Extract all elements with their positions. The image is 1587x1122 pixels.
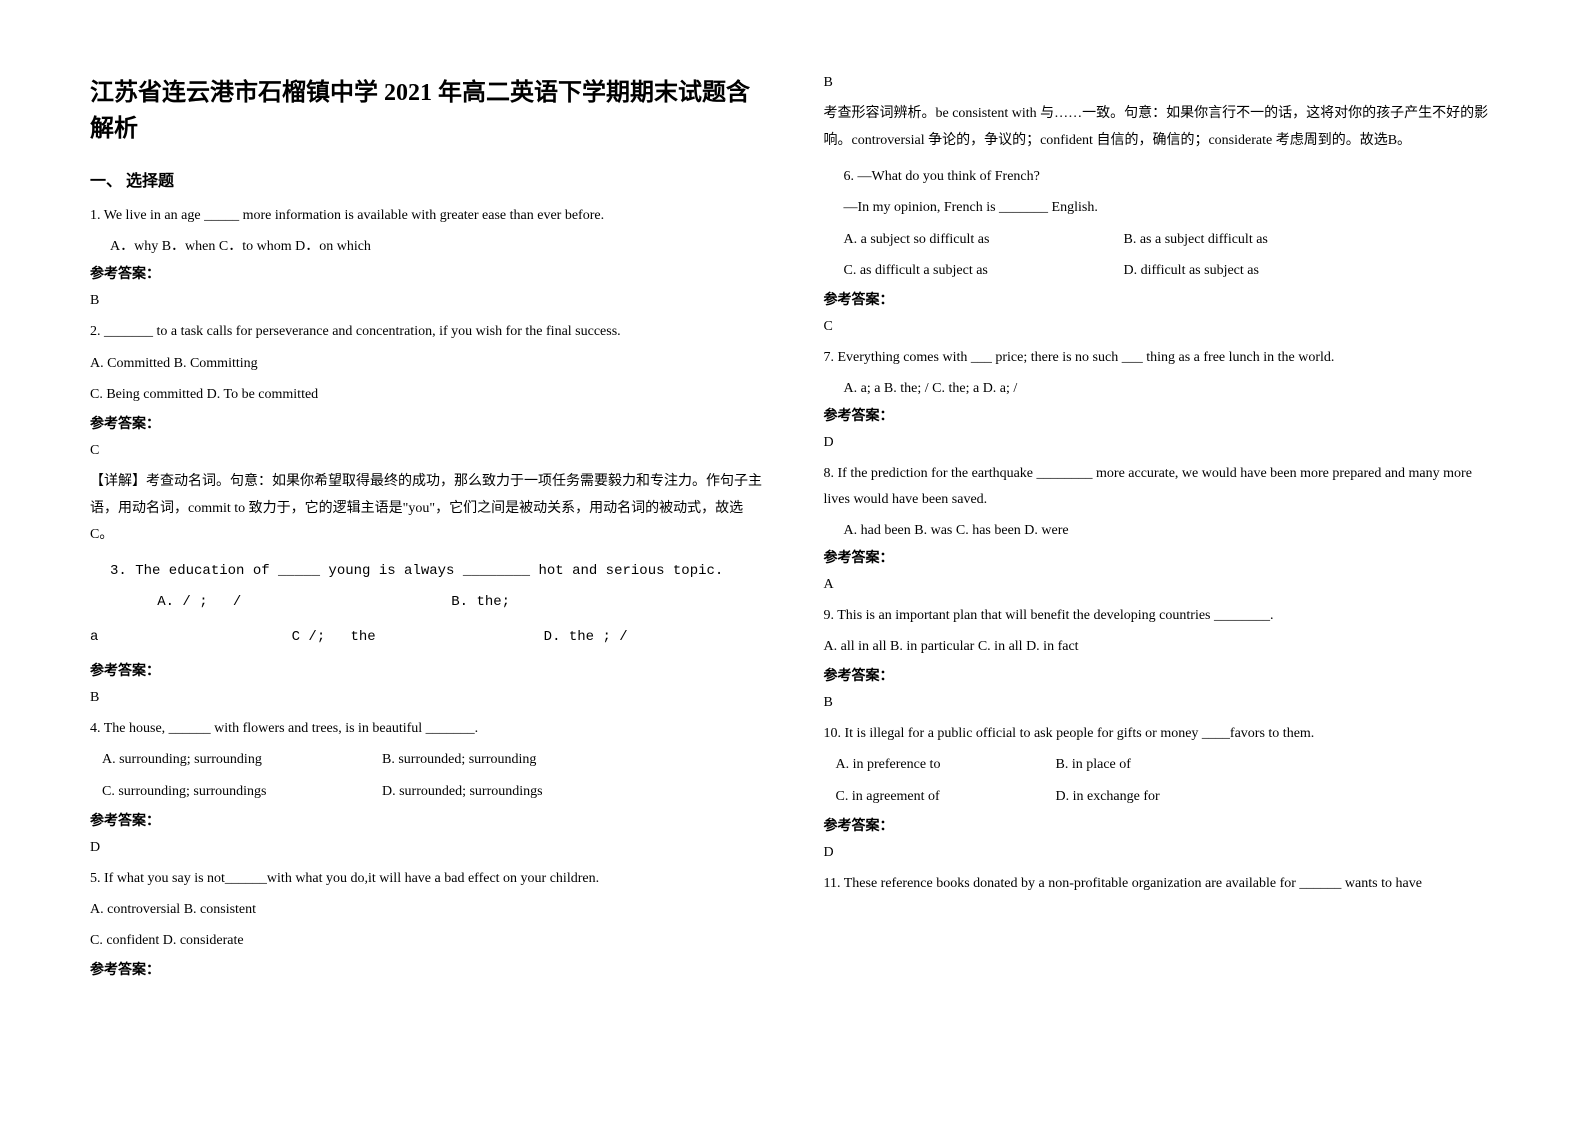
left-column: 江苏省连云港市石榴镇中学 2021 年高二英语下学期期末试题含解析 一、 选择题… <box>90 75 764 989</box>
ref-answer-label: 参考答案： <box>90 660 764 680</box>
question-3-opt-row2: a C /; the D. the ; / <box>90 625 764 650</box>
ref-answer-label: 参考答案： <box>824 665 1498 685</box>
question-10-opt-a: A. in preference to <box>836 752 1056 777</box>
question-5-opt-cd: C. confident D. considerate <box>90 928 764 953</box>
question-5-answer: B <box>824 75 1498 91</box>
ref-answer-label: 参考答案： <box>90 810 764 830</box>
question-1-text: 1. We live in an age _____ more informat… <box>90 203 764 228</box>
ref-answer-label: 参考答案： <box>824 547 1498 567</box>
ref-answer-label: 参考答案： <box>824 815 1498 835</box>
question-4-opt-row2: C. surrounding; surroundings D. surround… <box>90 779 764 804</box>
question-9-text: 9. This is an important plan that will b… <box>824 603 1498 628</box>
question-4-text: 4. The house, ______ with flowers and tr… <box>90 716 764 741</box>
question-8-options: A. had been B. was C. has been D. were <box>824 518 1498 543</box>
ref-answer-label: 参考答案： <box>90 263 764 283</box>
question-5-explanation: 考查形容词辨析。be consistent with 与……一致。句意：如果你言… <box>824 101 1498 154</box>
question-3-answer: B <box>90 690 764 706</box>
document-body: 江苏省连云港市石榴镇中学 2021 年高二英语下学期期末试题含解析 一、 选择题… <box>90 75 1497 989</box>
question-6-text2: —In my opinion, French is _______ Englis… <box>824 195 1498 220</box>
question-4-opt-a: A. surrounding; surrounding <box>102 747 382 772</box>
question-1-answer: B <box>90 293 764 309</box>
question-2-answer: C <box>90 443 764 459</box>
question-4-opt-d: D. surrounded; surroundings <box>382 779 543 804</box>
question-2-opt-cd: C. Being committed D. To be committed <box>90 382 764 407</box>
question-10-opt-b: B. in place of <box>1056 752 1131 777</box>
question-7-text: 7. Everything comes with ___ price; ther… <box>824 345 1498 370</box>
question-6-opt-row2: C. as difficult a subject as D. difficul… <box>824 258 1498 283</box>
question-8-text: 8. If the prediction for the earthquake … <box>824 461 1498 511</box>
question-2-explanation: 【详解】考查动名词。句意：如果你希望取得最终的成功，那么致力于一项任务需要毅力和… <box>90 469 764 549</box>
question-4-opt-row1: A. surrounding; surrounding B. surrounde… <box>90 747 764 772</box>
question-7-answer: D <box>824 435 1498 451</box>
ref-answer-label: 参考答案： <box>824 289 1498 309</box>
question-6-answer: C <box>824 319 1498 335</box>
question-4-answer: D <box>90 840 764 856</box>
question-6-opt-b: B. as a subject difficult as <box>1124 227 1268 252</box>
question-6-opt-c: C. as difficult a subject as <box>844 258 1124 283</box>
question-6-opt-a: A. a subject so difficult as <box>844 227 1124 252</box>
question-10-opt-c: C. in agreement of <box>836 784 1056 809</box>
question-3-opt-row1: A. / ; / B. the; <box>90 590 764 615</box>
question-7-options: A. a; a B. the; / C. the; a D. a; / <box>824 376 1498 401</box>
question-9-options: A. all in all B. in particular C. in all… <box>824 634 1498 659</box>
question-10-answer: D <box>824 845 1498 861</box>
question-2-opt-ab: A. Committed B. Committing <box>90 351 764 376</box>
question-10-opt-d: D. in exchange for <box>1056 784 1160 809</box>
question-11-text: 11. These reference books donated by a n… <box>824 871 1498 896</box>
question-10-text: 10. It is illegal for a public official … <box>824 721 1498 746</box>
ref-answer-label: 参考答案： <box>824 405 1498 425</box>
question-5-text: 5. If what you say is not______with what… <box>90 866 764 891</box>
ref-answer-label: 参考答案： <box>90 413 764 433</box>
question-6-opt-row1: A. a subject so difficult as B. as a sub… <box>824 227 1498 252</box>
question-6-opt-d: D. difficult as subject as <box>1124 258 1259 283</box>
question-5-opt-ab: A. controversial B. consistent <box>90 897 764 922</box>
question-10-opt-row1: A. in preference to B. in place of <box>824 752 1498 777</box>
question-9-answer: B <box>824 695 1498 711</box>
question-2-text: 2. _______ to a task calls for persevera… <box>90 319 764 344</box>
question-1-options: A．why B．when C．to whom D．on which <box>90 234 764 259</box>
ref-answer-label: 参考答案： <box>90 959 764 979</box>
question-6-text1: 6. —What do you think of French? <box>824 164 1498 189</box>
right-column: B 考查形容词辨析。be consistent with 与……一致。句意：如果… <box>824 75 1498 989</box>
question-4-opt-c: C. surrounding; surroundings <box>102 779 382 804</box>
section-heading: 一、 选择题 <box>90 167 764 191</box>
question-10-opt-row2: C. in agreement of D. in exchange for <box>824 784 1498 809</box>
question-8-answer: A <box>824 577 1498 593</box>
question-3-text: 3. The education of _____ young is alway… <box>90 559 764 584</box>
document-title: 江苏省连云港市石榴镇中学 2021 年高二英语下学期期末试题含解析 <box>90 75 764 147</box>
question-4-opt-b: B. surrounded; surrounding <box>382 747 536 772</box>
